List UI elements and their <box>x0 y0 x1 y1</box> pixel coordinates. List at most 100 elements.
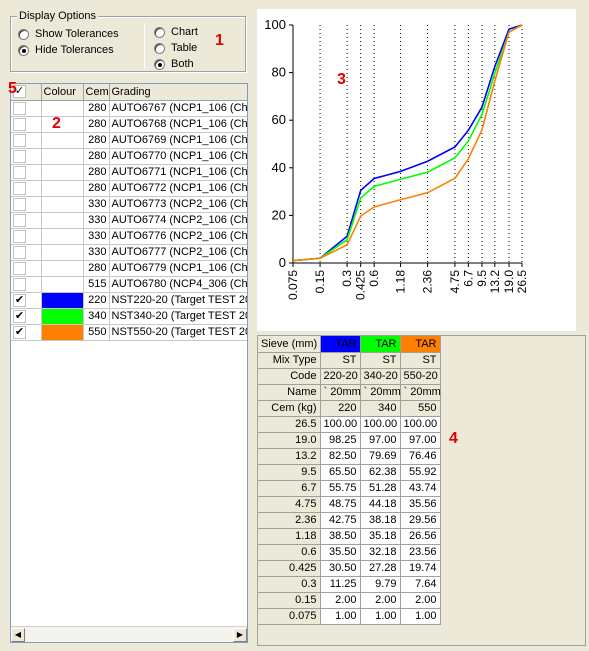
colour-cell[interactable] <box>41 116 84 133</box>
marker-3: 3 <box>337 71 346 88</box>
colour-cell[interactable] <box>41 228 84 245</box>
row-checkbox-cell[interactable]: ✔ <box>11 308 42 325</box>
colour-cell[interactable] <box>41 308 84 325</box>
value-cell: 1.00 <box>400 608 441 625</box>
grading-row[interactable]: 280 AUTO6770 (NCP1_106 (Chg <box>11 148 247 165</box>
select-all-header[interactable]: ✓ <box>11 84 42 101</box>
value-cell: 97.00 <box>360 432 401 449</box>
grading-cell: AUTO6773 (NCP2_106 (Chg <box>109 196 247 213</box>
horizontal-scrollbar[interactable]: ◀ ▶ <box>11 626 247 642</box>
grading-cell: AUTO6767 (NCP1_106 (Chg <box>109 100 247 117</box>
colour-header[interactable]: Colour <box>41 84 84 101</box>
checkbox[interactable] <box>13 197 26 211</box>
grading-row[interactable]: 280 AUTO6767 (NCP1_106 (Chg <box>11 100 247 117</box>
row-checkbox-cell[interactable]: ✔ <box>11 324 42 341</box>
grading-row[interactable]: ✔ 220 NST220-20 (Target TEST 20 <box>11 292 247 309</box>
colour-cell[interactable] <box>41 292 84 309</box>
grading-row[interactable]: 280 AUTO6769 (NCP1_106 (Chg <box>11 132 247 149</box>
checkbox[interactable] <box>13 245 26 259</box>
row-checkbox-cell[interactable] <box>11 164 42 181</box>
row-checkbox-cell[interactable] <box>11 196 42 213</box>
colour-cell[interactable] <box>41 148 84 165</box>
cem-header[interactable]: Cem <box>83 84 110 101</box>
sieve-table-row: 26.5 100.00 100.00 100.00 <box>258 416 441 433</box>
checkbox[interactable] <box>13 101 26 115</box>
value-cell: 11.25 <box>320 576 361 593</box>
display-options-title: Display Options <box>17 10 99 22</box>
checkbox-checked[interactable]: ✔ <box>13 309 26 323</box>
mix-type-cell: ST <box>360 352 401 369</box>
show-tolerances-radio[interactable]: Show Tolerances <box>18 26 119 42</box>
grading-row[interactable]: 330 AUTO6774 (NCP2_106 (Chg <box>11 212 247 229</box>
checkbox[interactable] <box>13 229 26 243</box>
table-radio[interactable]: Table <box>154 40 198 56</box>
colour-cell[interactable] <box>41 212 84 229</box>
row-label: Name <box>258 384 321 401</box>
chart-radio[interactable]: Chart <box>154 24 198 40</box>
grading-row[interactable]: 280 AUTO6779 (NCP1_106 (Chg <box>11 260 247 277</box>
row-checkbox-cell[interactable] <box>11 276 42 293</box>
row-checkbox-cell[interactable] <box>11 180 42 197</box>
select-all-checkbox[interactable]: ✓ <box>13 85 26 99</box>
both-radio[interactable]: Both <box>154 56 198 72</box>
colour-cell[interactable] <box>41 180 84 197</box>
row-label: Code <box>258 368 321 385</box>
grading-row[interactable]: ✔ 550 NST550-20 (Target TEST 20 <box>11 324 247 341</box>
colour-cell[interactable] <box>41 100 84 117</box>
colour-cell[interactable] <box>41 260 84 277</box>
grading-cell: AUTO6779 (NCP1_106 (Chg <box>109 260 247 277</box>
checkbox-checked[interactable]: ✔ <box>13 293 26 307</box>
checkbox[interactable] <box>13 181 26 195</box>
colour-cell[interactable] <box>41 276 84 293</box>
row-checkbox-cell[interactable]: ✔ <box>11 292 42 309</box>
grading-row[interactable]: 280 AUTO6772 (NCP1_106 (Chg <box>11 180 247 197</box>
grading-header[interactable]: Grading <box>109 84 247 101</box>
hide-tolerances-radio[interactable]: Hide Tolerances <box>18 42 119 58</box>
scroll-left-icon[interactable]: ◀ <box>11 627 25 642</box>
grading-row[interactable]: 330 AUTO6777 (NCP2_106 (Chg <box>11 244 247 261</box>
checkbox[interactable] <box>13 165 26 179</box>
colour-cell[interactable] <box>41 164 84 181</box>
cem-cell: 280 <box>83 164 110 181</box>
grading-row[interactable]: 330 AUTO6776 (NCP2_106 (Chg <box>11 228 247 245</box>
row-checkbox-cell[interactable] <box>11 100 42 117</box>
x-tick-label: 6.7 <box>461 270 475 287</box>
grading-row[interactable]: 515 AUTO6780 (NCP4_306 (Chg <box>11 276 247 293</box>
scroll-right-icon[interactable]: ▶ <box>233 627 247 642</box>
value-cell: 1.00 <box>360 608 401 625</box>
row-checkbox-cell[interactable] <box>11 244 42 261</box>
colour-cell[interactable] <box>41 196 84 213</box>
y-tick-label: 20 <box>272 207 286 222</box>
checkbox[interactable] <box>13 277 26 291</box>
x-tick-label: 0.3 <box>340 270 354 287</box>
grading-cell: NST550-20 (Target TEST 20 <box>109 324 247 341</box>
colour-cell[interactable] <box>41 324 84 341</box>
row-checkbox-cell[interactable] <box>11 228 42 245</box>
grading-cell: AUTO6776 (NCP2_106 (Chg <box>109 228 247 245</box>
value-cell: 42.75 <box>320 512 361 529</box>
marker-1: 1 <box>215 32 224 49</box>
row-checkbox-cell[interactable] <box>11 132 42 149</box>
checkbox-checked[interactable]: ✔ <box>13 325 26 339</box>
grading-row[interactable]: 280 AUTO6768 (NCP1_106 (Chg <box>11 116 247 133</box>
grading-list: ✓ Colour Cem Grading 280 AUTO6767 (NCP1_1… <box>10 83 248 643</box>
checkbox[interactable] <box>13 133 26 147</box>
row-checkbox-cell[interactable] <box>11 260 42 277</box>
checkbox[interactable] <box>13 117 26 131</box>
colour-cell[interactable] <box>41 132 84 149</box>
row-checkbox-cell[interactable] <box>11 148 42 165</box>
scroll-track[interactable] <box>25 628 233 642</box>
row-label: 26.5 <box>258 416 321 433</box>
checkbox[interactable] <box>13 149 26 163</box>
checkbox[interactable] <box>13 213 26 227</box>
grading-row[interactable]: ✔ 340 NST340-20 (Target TEST 20 <box>11 308 247 325</box>
sieve-table-row: 13.2 82.50 79.69 76.46 <box>258 448 441 465</box>
row-checkbox-cell[interactable] <box>11 116 42 133</box>
colour-cell[interactable] <box>41 244 84 261</box>
grading-row[interactable]: 280 AUTO6771 (NCP1_106 (Chg <box>11 164 247 181</box>
row-checkbox-cell[interactable] <box>11 212 42 229</box>
divider <box>144 23 145 69</box>
sieve-table-row: Name ` 20mm ` 20mm ` 20mm <box>258 384 441 401</box>
grading-row[interactable]: 330 AUTO6773 (NCP2_106 (Chg <box>11 196 247 213</box>
checkbox[interactable] <box>13 261 26 275</box>
